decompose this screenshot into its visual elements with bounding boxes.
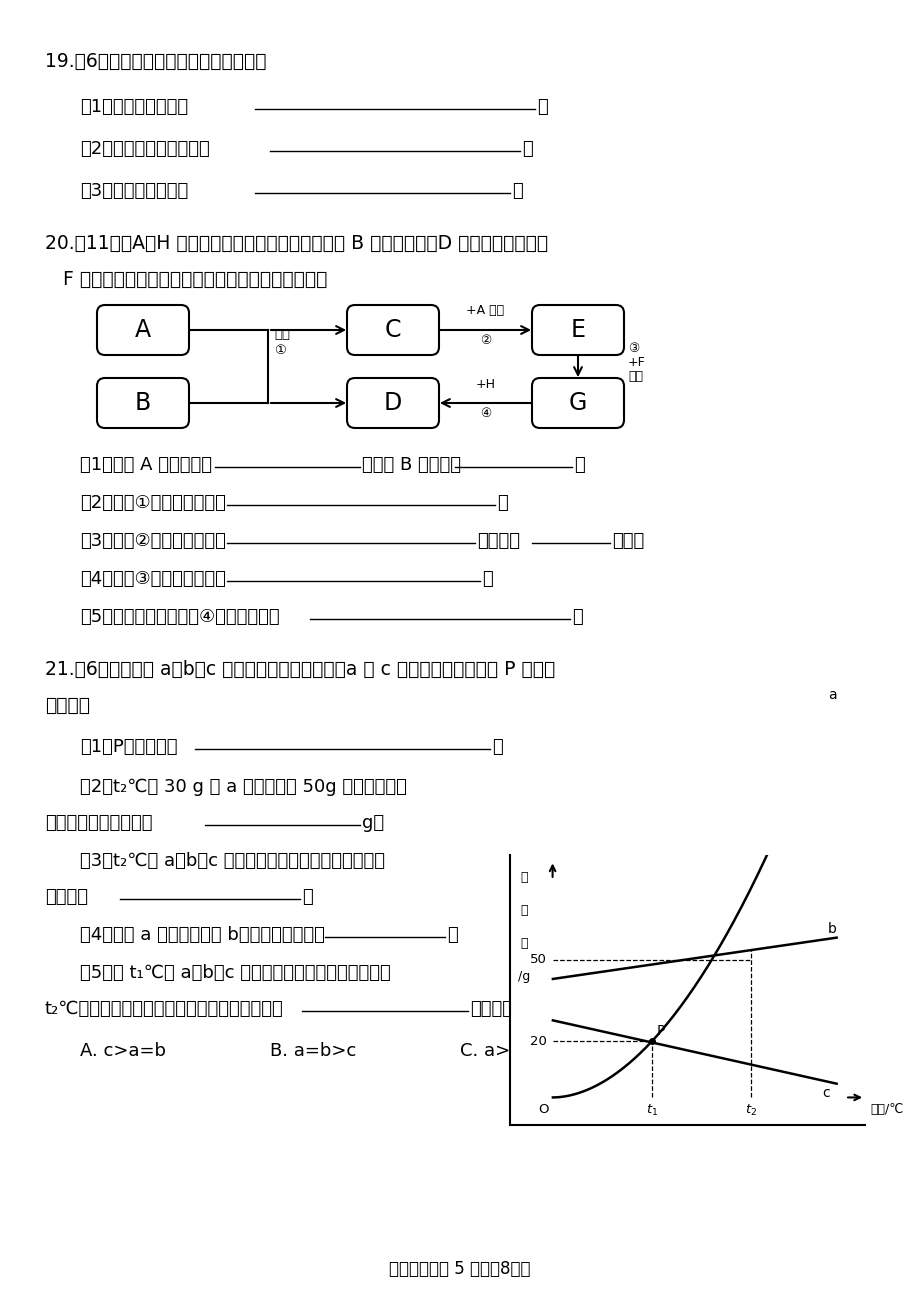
Text: 。: 。 <box>512 182 522 200</box>
Text: $t_1$: $t_1$ <box>645 1102 657 1118</box>
Text: ②: ② <box>480 334 491 347</box>
Text: O: O <box>538 1102 548 1115</box>
Text: ③: ③ <box>628 342 639 355</box>
Text: F 为红色固体，它们的转化关系如图所示。请回答：: F 为红色固体，它们的转化关系如图所示。请回答： <box>45 270 327 289</box>
Text: A: A <box>135 318 151 342</box>
Text: ；: ； <box>482 569 493 588</box>
Text: （5）将 t₁℃时 a、b、c 三种物质饱和溶液的温度升高到: （5）将 t₁℃时 a、b、c 三种物质饱和溶液的温度升高到 <box>80 965 391 982</box>
Text: +H: +H <box>475 378 495 391</box>
Text: E: E <box>570 318 584 342</box>
Text: 高温: 高温 <box>274 328 289 341</box>
Text: ；: ； <box>496 494 507 512</box>
Text: B. a=b>c: B. a=b>c <box>269 1043 356 1060</box>
Text: （5）写一个能实现反应④的化学方程式: （5）写一个能实现反应④的化学方程式 <box>80 608 279 627</box>
Text: （1）P点的含义是: （1）P点的含义是 <box>80 738 177 757</box>
Text: ④: ④ <box>480 407 491 420</box>
Text: （3）锅和稀硫酸反应: （3）锅和稀硫酸反应 <box>80 182 188 200</box>
Text: $t_2$: $t_2$ <box>744 1102 756 1118</box>
Text: 20: 20 <box>529 1035 546 1048</box>
Text: 。: 。 <box>447 926 458 944</box>
Text: 19.（6分）写出下列反应的化学方程式：: 19.（6分）写出下列反应的化学方程式： <box>45 52 267 72</box>
Text: C: C <box>384 318 401 342</box>
Text: +A 高温: +A 高温 <box>466 304 504 317</box>
Text: 热量；: 热量； <box>611 532 643 550</box>
FancyBboxPatch shape <box>346 378 438 428</box>
Text: 序排列是: 序排列是 <box>45 888 88 906</box>
Text: ；: ； <box>521 140 532 159</box>
Text: 图回答：: 图回答： <box>45 696 90 715</box>
Text: t₂℃时，三种溶液中溶质的质量分数大小关系是: t₂℃时，三种溶液中溶质的质量分数大小关系是 <box>45 1000 283 1018</box>
Text: ；: ； <box>573 456 584 474</box>
Text: 。: 。 <box>492 738 502 757</box>
Text: （4）除去 a 中混有的少量 b，可采用的方法是: （4）除去 a 中混有的少量 b，可采用的方法是 <box>80 926 324 944</box>
Text: 化学试卷　第 5 页（共8页）: 化学试卷 第 5 页（共8页） <box>389 1260 530 1278</box>
Text: C. a>b>c: C. a>b>c <box>460 1043 546 1060</box>
Text: G: G <box>568 391 586 415</box>
Text: （4）反应③的化学方程式为: （4）反应③的化学方程式为 <box>80 569 226 588</box>
Text: c: c <box>822 1086 829 1100</box>
Text: ，物质 B 的名称为: ，物质 B 的名称为 <box>361 456 460 474</box>
Text: A. c>a=b: A. c>a=b <box>80 1043 165 1060</box>
Text: 溶: 溶 <box>520 871 528 884</box>
FancyBboxPatch shape <box>96 378 188 428</box>
FancyBboxPatch shape <box>346 306 438 355</box>
Text: B: B <box>135 391 151 415</box>
Text: ①: ① <box>274 344 286 358</box>
Text: （3）t₂℃时 a、b、c 三种物财的溶解度按由小到大的顺: （3）t₂℃时 a、b、c 三种物财的溶解度按由小到大的顺 <box>80 852 384 870</box>
Text: 度: 度 <box>520 937 528 950</box>
Text: （2）反应①的化学方程式为: （2）反应①的化学方程式为 <box>80 494 226 512</box>
FancyBboxPatch shape <box>531 306 623 355</box>
Text: 解: 解 <box>520 903 528 916</box>
Text: （填序号）。: （填序号）。 <box>470 1000 534 1018</box>
Text: 50: 50 <box>529 953 546 966</box>
FancyBboxPatch shape <box>96 306 188 355</box>
Text: 。: 。 <box>572 608 582 627</box>
Text: 拌，所得溶液的质量是: 拌，所得溶液的质量是 <box>45 814 153 832</box>
FancyBboxPatch shape <box>531 378 623 428</box>
Text: +F: +F <box>628 356 645 369</box>
Text: ；: ； <box>537 98 547 116</box>
Text: （3）反应②的化学方程式为: （3）反应②的化学方程式为 <box>80 532 226 550</box>
Text: D. b>a>c: D. b>a>c <box>650 1043 737 1060</box>
Text: （2）加热高锶酸钒制氧气: （2）加热高锶酸钒制氧气 <box>80 140 210 159</box>
Text: ，此反应: ，此反应 <box>476 532 519 550</box>
Text: 20.（11分）A～H 都是初中化学中常见的物质，已知 B 为黑色固体，D 为红色固体单质，: 20.（11分）A～H 都是初中化学中常见的物质，已知 B 为黑色固体，D 为红… <box>45 234 548 254</box>
Text: 。: 。 <box>301 888 312 906</box>
Text: 温度/℃: 温度/℃ <box>869 1102 903 1115</box>
Text: /g: /g <box>517 970 529 983</box>
Text: （1）硫在空气中燃烧: （1）硫在空气中燃烧 <box>80 98 187 116</box>
Text: P: P <box>655 1024 664 1039</box>
Text: （2）t₂℃时 30 g 的 a 物质加入到 50g 水中，充分摔: （2）t₂℃时 30 g 的 a 物质加入到 50g 水中，充分摔 <box>80 777 406 796</box>
Text: 21.（6分）右图是 a、b、c 三种物质的溶解度曲线，a 与 c 的溶解度曲线相交于 P 点。据: 21.（6分）右图是 a、b、c 三种物质的溶解度曲线，a 与 c 的溶解度曲线… <box>45 660 555 679</box>
Text: b: b <box>827 922 836 936</box>
Text: D: D <box>383 391 402 415</box>
Text: g。: g。 <box>361 814 384 832</box>
Text: a: a <box>827 688 835 702</box>
Text: 高温: 高温 <box>628 370 642 383</box>
Text: （1）物质 A 的化学式为: （1）物质 A 的化学式为 <box>80 456 211 474</box>
